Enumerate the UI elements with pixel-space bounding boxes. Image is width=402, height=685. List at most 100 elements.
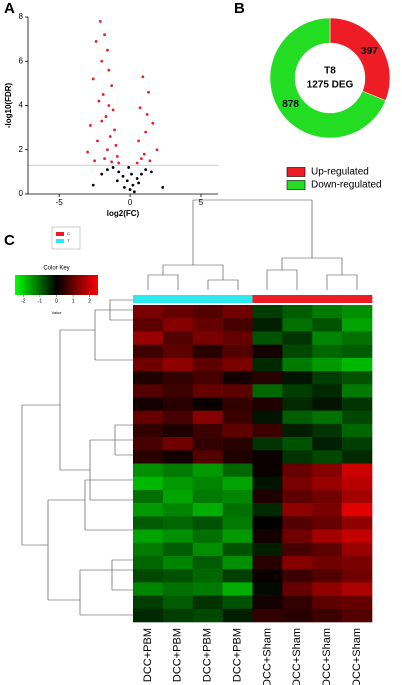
- group-label: C: [67, 231, 70, 236]
- point: [148, 159, 152, 163]
- heatmap-cell: [282, 331, 313, 345]
- heatmap-cell: [342, 555, 373, 570]
- heatmap-cell: [342, 450, 373, 464]
- row-dendrogram: [21, 299, 133, 616]
- heatmap-cell: [162, 503, 194, 517]
- heatmap-cell: [192, 318, 223, 332]
- donut-segment: [269, 17, 386, 139]
- heatmap-cell: [192, 476, 223, 491]
- heatmap-cell: [222, 463, 253, 478]
- point: [131, 183, 135, 187]
- heatmap-cell: [192, 608, 223, 623]
- legend-label: Up-regulated: [311, 167, 369, 178]
- point: [91, 183, 95, 187]
- heatmap-cell: [192, 371, 223, 385]
- heatmap-cell: [222, 371, 253, 385]
- heatmap-cell: [252, 595, 283, 610]
- heatmap-cell: [192, 450, 223, 464]
- heatmap-cell: [342, 437, 373, 451]
- heatmap-cell: [312, 582, 343, 596]
- heatmap-cell: [222, 516, 253, 530]
- heatmap-cell: [252, 318, 283, 332]
- heatmap-cell: [312, 423, 343, 438]
- heatmap-cell: [162, 397, 194, 411]
- heatmap-cell: [342, 357, 373, 372]
- y-tick-label: 2: [19, 145, 24, 154]
- heatmap-cell: [162, 555, 194, 570]
- column-group-bar: [133, 295, 164, 303]
- point: [98, 20, 102, 23]
- heatmap-cell: [162, 608, 194, 623]
- heatmap-cell: [342, 305, 373, 319]
- heatmap-cell: [192, 437, 223, 451]
- point: [125, 179, 129, 183]
- heatmap-cell: [342, 463, 373, 478]
- heatmap-cell: [162, 516, 194, 530]
- heatmap-cell: [252, 357, 283, 372]
- heatmap-cell: [342, 503, 373, 517]
- panel-letter: A: [4, 0, 15, 17]
- point: [135, 177, 139, 180]
- heatmap-cell: [133, 357, 164, 372]
- heatmap-cell: [312, 569, 343, 583]
- heatmap-cell: [282, 437, 313, 451]
- y-tick-label: 0: [19, 189, 24, 198]
- heatmap-cell: [133, 384, 164, 398]
- heatmap-cell: [222, 542, 253, 557]
- heatmap-cell: [282, 318, 313, 332]
- point: [137, 181, 140, 185]
- point: [100, 59, 104, 63]
- heatmap-cell: [312, 397, 343, 411]
- heatmap-cell: [192, 595, 223, 610]
- point: [140, 157, 143, 161]
- column-group-bar: [282, 295, 313, 303]
- legend-swatch: [286, 180, 306, 190]
- point: [86, 150, 89, 154]
- heatmap-cell: [222, 344, 253, 359]
- heatmap-cell: [133, 476, 164, 491]
- heatmap-cell: [252, 344, 283, 359]
- heatmap-cell: [342, 569, 373, 583]
- point: [106, 48, 109, 52]
- heatmap-cell: [222, 331, 253, 345]
- heatmap-cell: [252, 410, 283, 425]
- heatmap-cell: [252, 608, 283, 623]
- heatmap-cell: [342, 318, 373, 332]
- column-group-bar: [252, 295, 283, 303]
- column-label: DCC+PBM: [172, 628, 184, 682]
- column-label: DCC+Sham: [261, 628, 273, 685]
- point: [93, 159, 97, 163]
- x-tick-label: 5: [199, 198, 204, 207]
- heatmap-cell: [282, 397, 313, 411]
- column-group-bar: [312, 295, 343, 303]
- point: [104, 115, 108, 118]
- heatmap-cell: [312, 463, 343, 478]
- heatmap-cell: [222, 476, 253, 491]
- panel-letter: C: [4, 232, 15, 249]
- heatmap-cell: [282, 357, 313, 372]
- heatmap-cell: [312, 529, 343, 544]
- heatmap-cell: [222, 569, 253, 583]
- heatmap-cell: [282, 516, 313, 530]
- heatmap-cell: [342, 423, 373, 438]
- heatmap-cell: [222, 489, 253, 504]
- value-label: 878: [282, 99, 299, 110]
- heatmap-cell: [312, 595, 343, 610]
- point: [145, 112, 149, 116]
- point: [107, 68, 111, 72]
- point: [103, 157, 106, 161]
- heatmap-cell: [222, 555, 253, 570]
- group-label: T: [67, 238, 70, 243]
- heatmap-cell: [162, 384, 194, 398]
- value-label: 397: [361, 46, 378, 57]
- heatmap-cell: [222, 608, 253, 623]
- heatmap-cell: [342, 595, 373, 610]
- heatmap-cell: [312, 503, 343, 517]
- heatmap-cell: [342, 344, 373, 359]
- heatmap-cell: [192, 516, 223, 530]
- point: [101, 93, 105, 96]
- heatmap-cell: [133, 318, 164, 332]
- heatmap-cell: [342, 582, 373, 596]
- column-group-bar: [192, 295, 223, 303]
- heatmap-cell: [192, 503, 223, 517]
